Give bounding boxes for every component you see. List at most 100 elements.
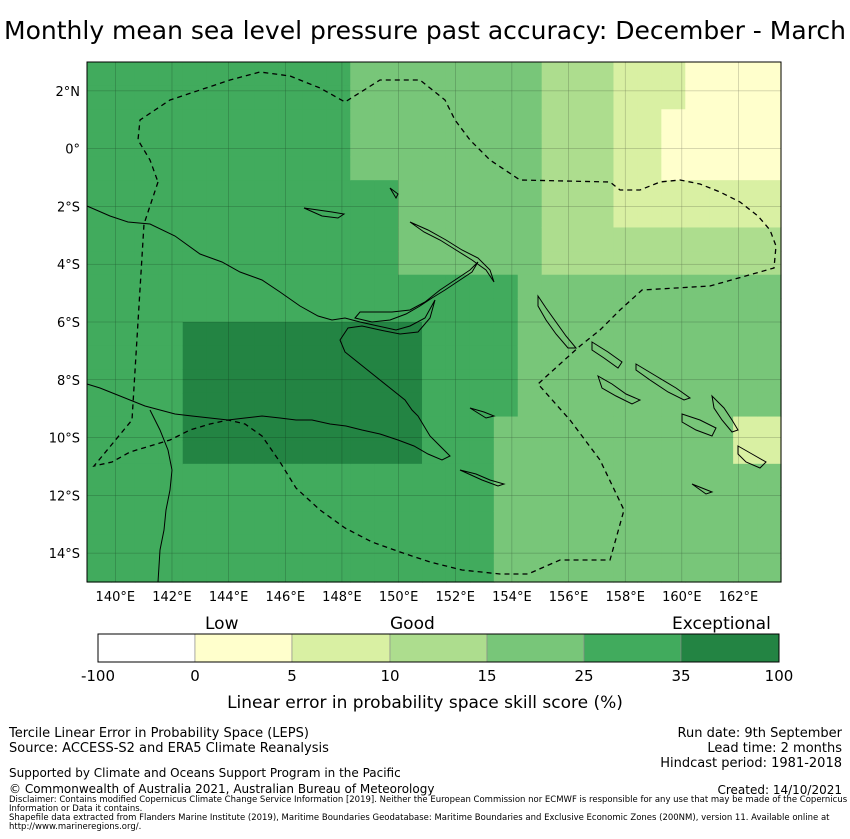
skill-cell [134, 274, 160, 299]
skill-cell [541, 274, 567, 299]
skill-cell [637, 463, 662, 489]
skill-cell [87, 62, 112, 87]
skill-cell [158, 180, 184, 205]
skill-cell [206, 203, 232, 229]
skill-cell [110, 85, 136, 110]
skill-cell [110, 227, 136, 252]
skill-cell [278, 345, 303, 370]
skill-cell [206, 274, 232, 299]
skill-cell [685, 132, 710, 158]
skill-cell [350, 392, 375, 418]
skill-cell [158, 345, 184, 370]
skill-cell [398, 62, 423, 87]
skill-cell [517, 180, 543, 205]
skill-cell [230, 180, 256, 205]
skill-cell [685, 85, 710, 110]
skill-cell [733, 298, 758, 323]
skill-cell [637, 109, 662, 134]
footer-disclaimer: Disclaimer: Contains modified Copernicus… [9, 795, 848, 814]
skill-cell [350, 534, 375, 559]
skill-cell [685, 298, 710, 323]
skill-cell [613, 322, 639, 347]
footer-method: Tercile Linear Error in Probability Spac… [9, 726, 309, 741]
skill-cell [709, 109, 734, 134]
skill-cell [278, 369, 303, 394]
skill-cell [709, 203, 734, 229]
skill-cell [637, 132, 662, 158]
skill-cell [733, 511, 758, 536]
skill-cell [565, 62, 591, 87]
skill-cell [326, 62, 351, 87]
skill-cell [613, 558, 639, 583]
skill-cell [589, 180, 615, 205]
skill-cell [685, 345, 710, 370]
skill-cell [757, 322, 782, 347]
skill-cell [445, 322, 471, 347]
skill-cell [254, 392, 280, 418]
skill-cell [565, 132, 591, 158]
skill-cell [182, 392, 208, 418]
skill-cell [87, 487, 112, 512]
skill-cell [302, 274, 327, 299]
skill-cell [374, 251, 399, 276]
skill-cell [541, 511, 567, 536]
skill-cell [661, 345, 686, 370]
skill-cell [87, 440, 112, 465]
skill-cell [733, 227, 758, 252]
skill-cell [637, 558, 662, 583]
skill-cell [493, 251, 519, 276]
skill-cell [230, 487, 256, 512]
skill-cell [374, 203, 399, 229]
skill-cell [326, 440, 351, 465]
skill-cell [637, 156, 662, 181]
skill-cell [709, 487, 734, 512]
skill-cell [469, 416, 495, 441]
skill-cell [422, 227, 447, 252]
skill-cell [637, 251, 662, 276]
skill-cell [493, 416, 519, 441]
skill-cell [445, 345, 471, 370]
skill-cell [541, 534, 567, 559]
skill-cell [350, 274, 375, 299]
skill-cell [87, 322, 112, 347]
skill-cell [589, 416, 615, 441]
skill-cell [254, 345, 280, 370]
skill-cell [565, 463, 591, 489]
skill-cell [589, 322, 615, 347]
skill-cell [469, 345, 495, 370]
skill-cell [637, 345, 662, 370]
skill-cell [134, 440, 160, 465]
skill-cell [254, 156, 280, 181]
skill-cell [422, 322, 447, 347]
skill-cell [565, 345, 591, 370]
skill-cell [350, 180, 375, 205]
skill-cell [565, 109, 591, 134]
skill-cell [733, 180, 758, 205]
skill-cell [709, 463, 734, 489]
skill-cell [422, 85, 447, 110]
skill-cell [254, 511, 280, 536]
skill-cell [589, 487, 615, 512]
skill-cell [326, 487, 351, 512]
skill-cell [158, 369, 184, 394]
skill-cell [613, 156, 639, 181]
skill-cell [230, 203, 256, 229]
skill-cell [158, 322, 184, 347]
skill-cell [517, 274, 543, 299]
skill-cell [757, 180, 782, 205]
skill-cell [613, 463, 639, 489]
skill-cell [374, 392, 399, 418]
skill-cell [613, 534, 639, 559]
skill-cell [254, 369, 280, 394]
skill-cell [302, 345, 327, 370]
skill-cell [757, 85, 782, 110]
skill-cell [230, 298, 256, 323]
skill-cell [350, 85, 375, 110]
skill-cell [565, 274, 591, 299]
skill-cell [134, 322, 160, 347]
skill-cell [541, 345, 567, 370]
skill-cell [422, 203, 447, 229]
skill-cell [541, 62, 567, 87]
skill-cell [757, 298, 782, 323]
skill-cell [206, 132, 232, 158]
